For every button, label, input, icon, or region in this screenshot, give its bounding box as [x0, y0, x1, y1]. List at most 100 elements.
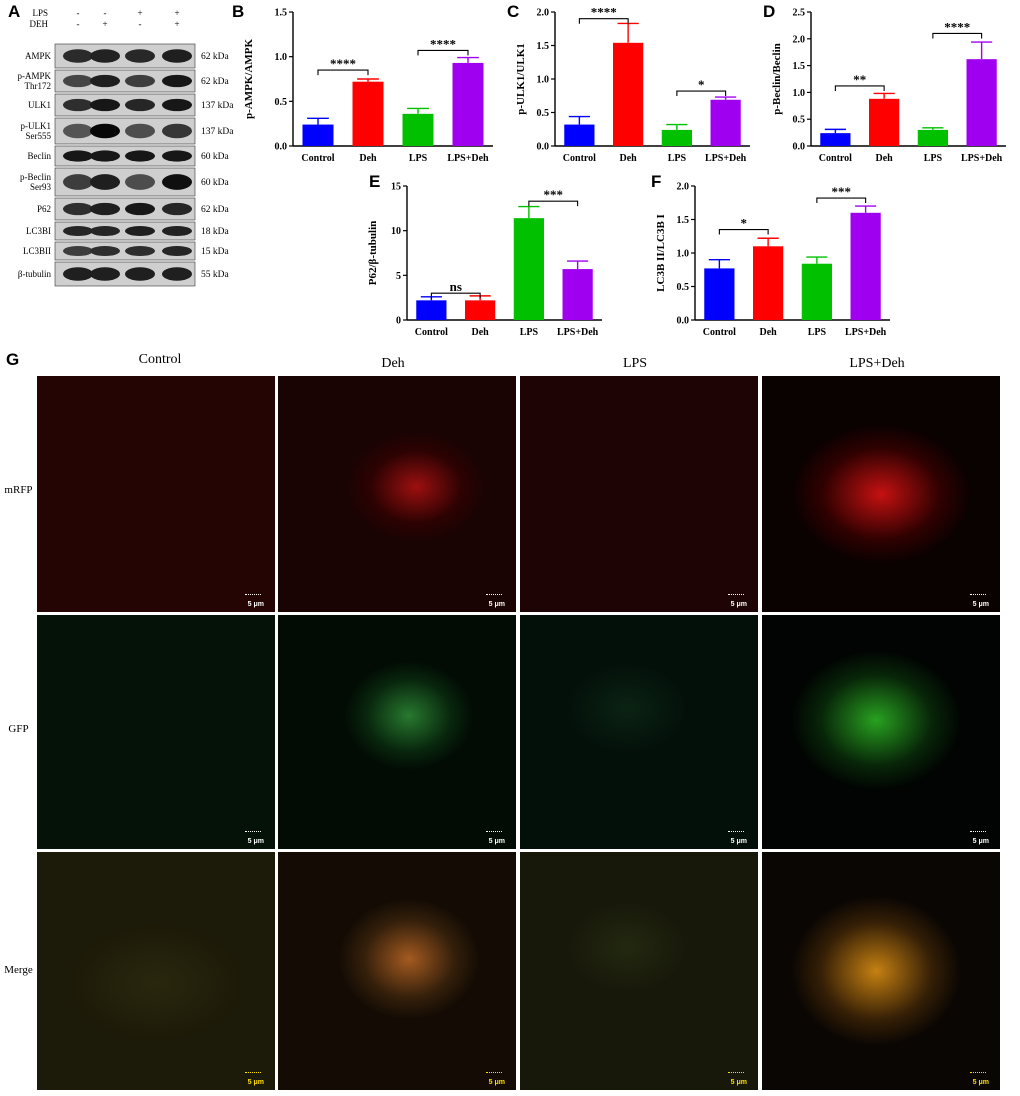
bar-lps-deh [562, 269, 593, 320]
scale-bar-label: 5 μm [972, 1079, 989, 1086]
molecular-weight: 62 kDa [201, 52, 229, 62]
y-tick-label: 1.5 [537, 41, 550, 52]
blot-label: β-tubulin [18, 269, 52, 279]
blot-band [125, 49, 155, 63]
scale-bar-label: 5 μm [730, 1079, 747, 1086]
row-label: GFP [8, 723, 29, 735]
blot-band [90, 74, 120, 88]
y-tick-label: 1.5 [793, 61, 806, 72]
micrograph-gfp-deh: 5 μm [278, 615, 516, 849]
blot-band [125, 150, 155, 162]
significance-bracket [676, 90, 727, 97]
scale-bar-label: 5 μm [972, 601, 989, 608]
molecular-weight: 60 kDa [201, 178, 229, 188]
scale-bar-label: 5 μm [247, 1079, 264, 1086]
blot-band [162, 98, 192, 112]
blot-band [90, 150, 120, 162]
bar-lps-deh [850, 212, 881, 320]
scale-bar [728, 592, 744, 595]
micrograph-mrfp-deh: 5 μm [278, 376, 516, 612]
x-tick-label: LPS [409, 153, 428, 164]
bar-lps-deh [710, 99, 741, 146]
x-tick-label: LPS [924, 153, 943, 164]
column-header: LPS [622, 356, 648, 371]
blot-band [90, 49, 120, 63]
column-header: Control [138, 352, 182, 367]
treatment-sign: + [102, 19, 107, 29]
blot-band [162, 49, 192, 63]
y-tick-label: 0.5 [275, 97, 288, 108]
x-tick-label: Deh [620, 153, 638, 164]
treatment-sign: - [104, 8, 107, 18]
x-tick-label: Deh [876, 153, 894, 164]
scale-bar-label: 5 μm [972, 838, 989, 845]
y-tick-label: 2.0 [677, 182, 690, 193]
bar-control [704, 268, 735, 320]
scale-bar-label: 5 μm [730, 601, 747, 608]
significance-bracket [578, 18, 629, 24]
blot-band [63, 150, 93, 162]
bar-lps [917, 129, 948, 146]
y-tick-label: 10 [391, 226, 401, 237]
y-tick-label: 1.0 [275, 52, 288, 63]
blot-band [125, 267, 155, 281]
scale-bar-label: 5 μm [730, 838, 747, 845]
blot-label: AMPK [25, 51, 52, 61]
blot-label: ULK1 [28, 100, 51, 110]
significance-label: * [698, 77, 705, 92]
molecular-weight: 18 kDa [201, 227, 229, 237]
y-tick-label: 1.5 [677, 215, 690, 226]
column-header: Deh [381, 356, 405, 371]
blot-band [162, 123, 192, 139]
treatment-sign: + [174, 8, 179, 18]
panel-label-e: E [369, 172, 381, 191]
significance-label: **** [591, 5, 617, 20]
blot-band [63, 98, 93, 112]
scale-bar [245, 1070, 261, 1073]
blot-label: Beclin [28, 151, 52, 161]
blot-label: p-ULK1 [21, 121, 52, 131]
y-tick-label: 1.0 [537, 75, 550, 86]
y-tick-label: 0.0 [793, 142, 806, 153]
x-tick-label: LPS+Deh [705, 153, 747, 164]
significance-label: * [741, 216, 748, 231]
molecular-weight: 137 kDa [201, 101, 234, 111]
column-header: LPS+Deh [849, 356, 905, 371]
row-label: Merge [4, 964, 33, 976]
bar-chart-lc3b: 0.0 0.5 1.0 1.5 2.0 LC3B II/LC3B I Control Deh L… [655, 182, 890, 338]
bar-lps-deh [452, 62, 484, 146]
treatment-sign: + [137, 8, 142, 18]
y-axis-label: p-ULK1/ULK1 [515, 43, 527, 115]
y-tick-label: 0.5 [537, 108, 550, 119]
y-axis-label: p-Beclin/Beclin [771, 43, 783, 115]
panel-label-a: A [8, 2, 21, 21]
blot-band [90, 225, 120, 237]
blot-label: p-Beclin [20, 172, 51, 182]
y-tick-label: 2.0 [537, 8, 550, 19]
blot-label: P62 [37, 204, 51, 214]
x-tick-label: Deh [359, 153, 377, 164]
blot-band [63, 174, 93, 190]
blot-band [162, 174, 192, 190]
molecular-weight: 62 kDa [201, 205, 229, 215]
bar-deh [753, 246, 784, 320]
blot-band [63, 123, 93, 139]
blot-band [90, 174, 120, 190]
blot-band [90, 267, 120, 281]
significance-label: **** [944, 19, 970, 34]
blot-label: LC3BI [26, 226, 51, 236]
scale-bar [970, 829, 986, 832]
y-tick-label: 0.5 [677, 282, 690, 293]
panel-label-c: C [507, 2, 520, 21]
scale-bar [245, 592, 261, 595]
scale-bar-label: 5 μm [488, 838, 505, 845]
micrograph-merge-lps: 5 μm [520, 852, 758, 1090]
micrograph-mrfp-lps-deh: 5 μm [762, 376, 1000, 612]
panel-label-f: F [651, 172, 662, 191]
bar-deh [465, 300, 496, 320]
blot-band [90, 98, 120, 112]
y-axis-label: LC3B II/LC3B I [655, 214, 667, 292]
significance-bracket [816, 197, 867, 204]
blot-label: p-AMPK [17, 71, 51, 81]
x-tick-label: LPS+Deh [447, 153, 489, 164]
